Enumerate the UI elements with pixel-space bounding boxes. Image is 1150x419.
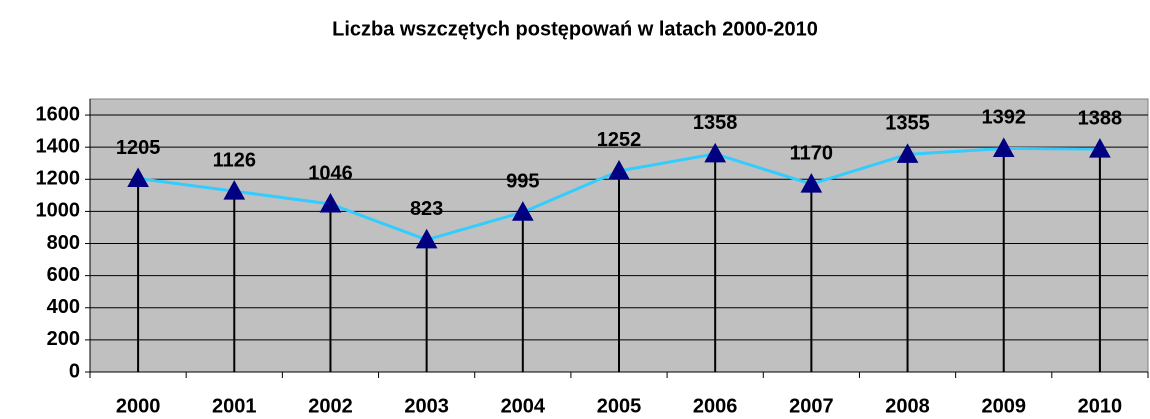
y-tick-label: 1600	[36, 103, 81, 125]
marker	[992, 137, 1015, 157]
marker	[704, 142, 727, 163]
x-tick-label: 2003	[404, 395, 449, 417]
data-label: 1392	[981, 107, 1026, 129]
y-tick-label: 0	[69, 360, 80, 382]
marker	[896, 143, 919, 163]
x-tick-label: 2002	[308, 395, 353, 417]
data-label: 1205	[116, 137, 161, 159]
y-tick-label: 600	[47, 264, 80, 286]
data-label: 1126	[213, 149, 256, 171]
x-tick-label: 2007	[789, 395, 834, 417]
marker	[127, 167, 149, 187]
data-label: 1358	[693, 112, 738, 134]
data-label: 995	[506, 170, 539, 192]
data-label: 823	[410, 198, 443, 220]
x-tick-label: 2005	[597, 395, 642, 417]
data-label: 1355	[885, 113, 930, 135]
x-tick-label: 2000	[116, 395, 161, 417]
y-tick-label: 200	[47, 328, 80, 350]
x-tick-label: 2008	[885, 395, 930, 417]
data-label: 1046	[308, 162, 353, 184]
x-tick-label: 2006	[693, 395, 738, 417]
data-label: 1252	[597, 129, 642, 151]
x-tick-label: 2010	[1078, 395, 1123, 417]
y-tick-label: 1000	[36, 200, 81, 222]
marker	[223, 180, 246, 200]
y-tick-label: 800	[47, 232, 80, 254]
x-tick-label: 2004	[501, 395, 546, 417]
x-tick-label: 2001	[212, 395, 257, 417]
marker	[800, 173, 823, 193]
marker	[319, 192, 342, 213]
marker	[415, 228, 438, 249]
marker	[511, 201, 534, 221]
data-label: 1388	[1078, 107, 1123, 129]
x-tick-label: 2009	[981, 395, 1026, 417]
y-tick-label: 1400	[36, 135, 81, 157]
chart-title: Liczba wszczętych postępowań w latach 20…	[332, 18, 818, 40]
y-tick-label: 1200	[36, 168, 81, 190]
marker	[1089, 138, 1111, 158]
marker	[608, 159, 630, 180]
y-tick-label: 400	[47, 296, 80, 318]
data-label: 1170	[790, 142, 833, 164]
